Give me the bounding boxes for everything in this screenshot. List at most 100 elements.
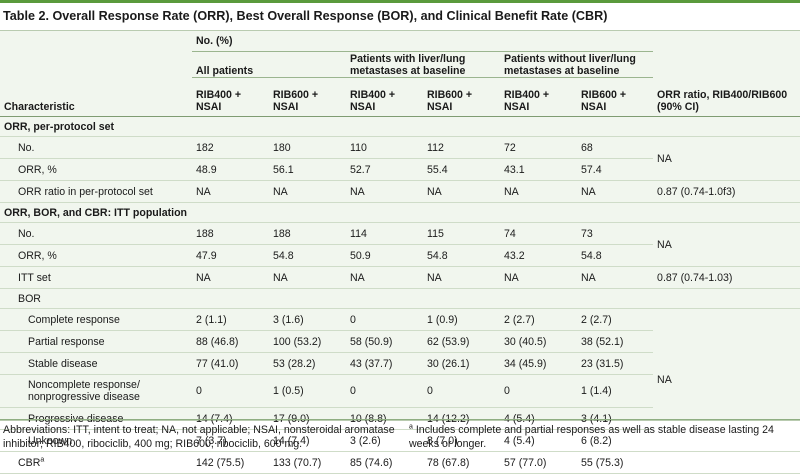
cell: 43.2 <box>500 244 577 267</box>
cell: NA <box>346 266 423 289</box>
cell: 114 <box>346 222 423 245</box>
cell: 7 (3.7) <box>192 429 269 452</box>
table-row: Stable disease 77 (41.0) 53 (28.2) 43 (3… <box>0 352 800 375</box>
row-label: Partial response <box>0 330 192 353</box>
cell: 74 <box>500 222 577 245</box>
cell: 2 (1.1) <box>192 308 269 331</box>
ratio-cell-na: NA <box>653 222 800 267</box>
row-label: ORR, % <box>0 158 192 181</box>
cell: 2 (2.7) <box>577 308 654 331</box>
table-panel: No. (%) All patients Patients with liver… <box>0 30 800 474</box>
cell: 77 (41.0) <box>192 352 269 375</box>
col-header-rib400-all: RIB400 + NSAI <box>192 77 269 117</box>
cell: 43 (37.7) <box>346 352 423 375</box>
cell: 57.4 <box>577 158 654 181</box>
no-pct-header: No. (%) <box>192 31 654 52</box>
ratio-cell-na: NA <box>653 308 800 452</box>
cell: 23 (31.5) <box>577 352 654 375</box>
cell: 133 (70.7) <box>269 451 346 474</box>
section-row-itt: ORR, BOR, and CBR: ITT population <box>0 202 800 223</box>
col-header-rib400-noliver: RIB400 + NSAI <box>500 77 577 117</box>
section-label: ORR, per-protocol set <box>0 116 800 137</box>
cell: 54.8 <box>269 244 346 267</box>
cell: NA <box>269 266 346 289</box>
cell: 85 (74.6) <box>346 451 423 474</box>
cell: 68 <box>577 136 654 159</box>
cell: 0 <box>346 308 423 331</box>
cell: 6 (8.2) <box>577 429 654 452</box>
top-accent-rule <box>0 0 800 3</box>
row-label: No. <box>0 136 192 159</box>
cell: 1 (0.9) <box>423 308 500 331</box>
row-label: Progressive disease <box>0 407 192 430</box>
col-header-rib600-noliver: RIB600 + NSAI <box>577 77 654 117</box>
table-row: BOR <box>0 288 800 309</box>
cell: 4 (5.4) <box>500 407 577 430</box>
table-row: ITT set NA NA NA NA NA NA 0.87 (0.74-1.0… <box>0 266 800 289</box>
col-header-orr-ratio: ORR ratio, RIB400/RIB600 (90% CI) <box>653 77 800 117</box>
cell: NA <box>192 180 269 203</box>
cell: 0 <box>500 374 577 408</box>
cell: 180 <box>269 136 346 159</box>
cell: 38 (52.1) <box>577 330 654 353</box>
cell: 110 <box>346 136 423 159</box>
cell: 55 (75.3) <box>577 451 654 474</box>
cell: 3 (2.6) <box>346 429 423 452</box>
cell: NA <box>423 180 500 203</box>
cell: 54.8 <box>577 244 654 267</box>
cell: NA <box>423 266 500 289</box>
cell: 73 <box>577 222 654 245</box>
cell: 1 (1.4) <box>577 374 654 408</box>
cell: 14 (7.4) <box>192 407 269 430</box>
cell: NA <box>500 180 577 203</box>
cell: 72 <box>500 136 577 159</box>
cell: 112 <box>423 136 500 159</box>
table-row: No. 188 188 114 115 74 73 NA <box>0 222 800 267</box>
cell: 50.9 <box>346 244 423 267</box>
cell: 4 (5.4) <box>500 429 577 452</box>
cell: 54.8 <box>423 244 500 267</box>
cell: 88 (46.8) <box>192 330 269 353</box>
cell: NA <box>500 266 577 289</box>
table-row: No. 182 180 110 112 72 68 NA <box>0 136 800 181</box>
cell: 2 (2.7) <box>500 308 577 331</box>
cell: 14 (12.2) <box>423 407 500 430</box>
bottom-rule <box>0 419 800 420</box>
footnote-a: a Includes complete and partial response… <box>409 423 789 451</box>
characteristic-header: Characteristic <box>0 77 192 117</box>
ratio-cell: 0.87 (0.74-1.03) <box>653 266 800 289</box>
row-label: ORR, % <box>0 244 192 267</box>
cell <box>653 451 800 474</box>
footnote-a-marker: a <box>409 423 413 431</box>
cell: 100 (53.2) <box>269 330 346 353</box>
data-table: No. (%) All patients Patients with liver… <box>0 31 800 474</box>
row-label: CBRa <box>0 451 192 474</box>
row-label: ITT set <box>0 266 192 289</box>
ratio-cell-na: NA <box>653 136 800 181</box>
table-row: Partial response 88 (46.8) 100 (53.2) 58… <box>0 330 800 353</box>
cell: 78 (67.8) <box>423 451 500 474</box>
cell: 3 (4.1) <box>577 407 654 430</box>
section-label: ORR, BOR, and CBR: ITT population <box>0 202 800 223</box>
table-row: Complete response 2 (1.1) 3 (1.6) 0 1 (0… <box>0 308 800 452</box>
cell: 142 (75.5) <box>192 451 269 474</box>
cell: 0 <box>423 374 500 408</box>
cell: 53 (28.2) <box>269 352 346 375</box>
cell: 0 <box>346 374 423 408</box>
section-row-pp: ORR, per-protocol set <box>0 116 800 137</box>
group-noliver-header: Patients without liver/lung metastases a… <box>500 51 654 78</box>
cell: 10 (8.8) <box>346 407 423 430</box>
footnote-marker: a <box>40 455 45 463</box>
group-liver-header: Patients with liver/lung metastases at b… <box>346 51 500 78</box>
ratio-cell: 0.87 (0.74-1.0f3) <box>653 180 800 203</box>
cell: 17 (9.0) <box>269 407 346 430</box>
cell: 188 <box>269 222 346 245</box>
cell: 1 (0.5) <box>269 374 346 408</box>
cbr-label: CBR <box>18 456 41 469</box>
cell: 56.1 <box>269 158 346 181</box>
cell: 8 (7.0) <box>423 429 500 452</box>
cell: 62 (53.9) <box>423 330 500 353</box>
cell: 182 <box>192 136 269 159</box>
cell: NA <box>577 180 654 203</box>
cell: 58 (50.9) <box>346 330 423 353</box>
